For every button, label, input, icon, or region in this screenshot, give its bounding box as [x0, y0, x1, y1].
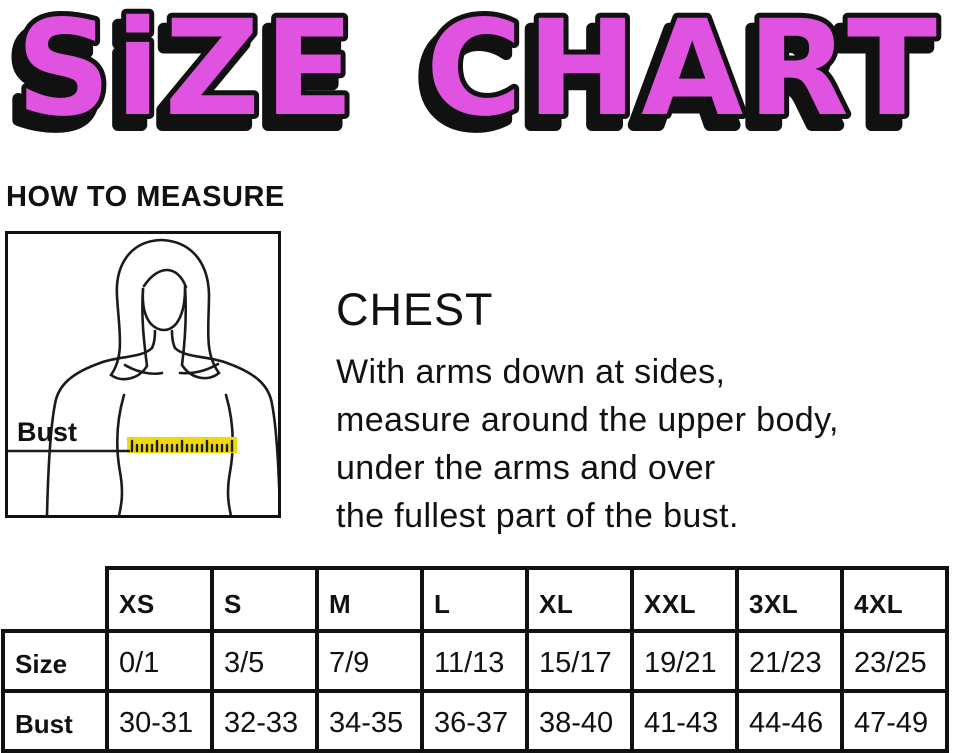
title-word-chart-fill: CHART: [426, 0, 941, 146]
size-value-cell: 3/5: [210, 629, 319, 693]
measurement-figure-box: Bust: [5, 231, 281, 518]
how-to-measure-heading: HOW TO MEASURE: [6, 181, 285, 213]
tape-tick-marks: [130, 439, 234, 453]
chest-heading: CHEST: [336, 284, 494, 335]
bust-value-cell: 44-46: [735, 689, 844, 753]
chest-instruction-line: the fullest part of the bust.: [336, 497, 739, 535]
title-word-size-shadow: SiZE: [8, 3, 350, 157]
table-corner-cell: [3, 568, 107, 631]
column-header-3xl: 3XL: [735, 566, 844, 633]
torso-left-path: [115, 393, 126, 515]
size-value-cell: 19/21: [630, 629, 739, 693]
size-value-cell: 7/9: [315, 629, 424, 693]
shoulder-arm-right-path: [173, 346, 278, 492]
neck-left-path: [150, 329, 157, 350]
torso-right-path: [224, 393, 235, 515]
column-header-xs: XS: [105, 566, 214, 633]
chest-instruction-line: measure around the upper body,: [336, 401, 839, 439]
column-header-4xl: 4XL: [840, 566, 949, 633]
chest-instruction-line: under the arms and over: [336, 449, 716, 487]
bust-value-cell: 38-40: [525, 689, 634, 753]
hair-left-path: [109, 238, 163, 381]
bust-value-cell: 32-33: [210, 689, 319, 753]
hair-fringe-path: [142, 268, 188, 289]
size-value-cell: 21/23: [735, 629, 844, 693]
size-value-cell: 0/1: [105, 629, 214, 693]
collarbone-right-path: [178, 362, 220, 375]
column-header-m: M: [315, 566, 424, 633]
title-word-size: SiZE SiZE: [2, 0, 359, 163]
bust-value-cell: 30-31: [105, 689, 214, 753]
title-word-chart: CHART CHART: [412, 0, 942, 163]
column-header-xxl: XXL: [630, 566, 739, 633]
title-word-chart-shadow: CHART: [418, 3, 933, 157]
bust-value-cell: 47-49: [840, 689, 949, 753]
bust-value-cell: 41-43: [630, 689, 739, 753]
size-row-label: Size: [1, 629, 109, 693]
neck-right-path: [170, 329, 177, 350]
size-table: XS S M L XL XXL 3XL 4XL Size 0/1 3/5 7/9…: [1, 566, 949, 753]
chest-instruction-line: With arms down at sides,: [336, 353, 726, 391]
title-word-size-fill: SiZE: [16, 0, 358, 146]
shoulder-arm-left-path: [45, 346, 154, 515]
bust-label: Bust: [17, 417, 77, 447]
woman-figure-illustration: [8, 238, 278, 515]
size-table-header-row: XS S M L XL XXL 3XL 4XL: [3, 566, 949, 633]
hair-right-path: [159, 238, 221, 380]
bust-row: Bust 30-31 32-33 34-35 36-37 38-40 41-43…: [1, 689, 949, 753]
bust-value-cell: 34-35: [315, 689, 424, 753]
column-header-l: L: [420, 566, 529, 633]
chest-instructions: CHEST With arms down at sides, measure a…: [336, 284, 951, 540]
face-path: [141, 287, 187, 332]
page-title: SiZE SiZE CHART CHART: [2, 0, 942, 163]
collarbone-left-path: [123, 363, 164, 376]
bust-value-cell: 36-37: [420, 689, 529, 753]
size-row: Size 0/1 3/5 7/9 11/13 15/17 19/21 21/23…: [1, 629, 949, 693]
column-header-xl: XL: [525, 566, 634, 633]
size-value-cell: 11/13: [420, 629, 529, 693]
size-value-cell: 23/25: [840, 629, 949, 693]
size-value-cell: 15/17: [525, 629, 634, 693]
bust-row-label: Bust: [1, 689, 109, 753]
column-header-s: S: [210, 566, 319, 633]
